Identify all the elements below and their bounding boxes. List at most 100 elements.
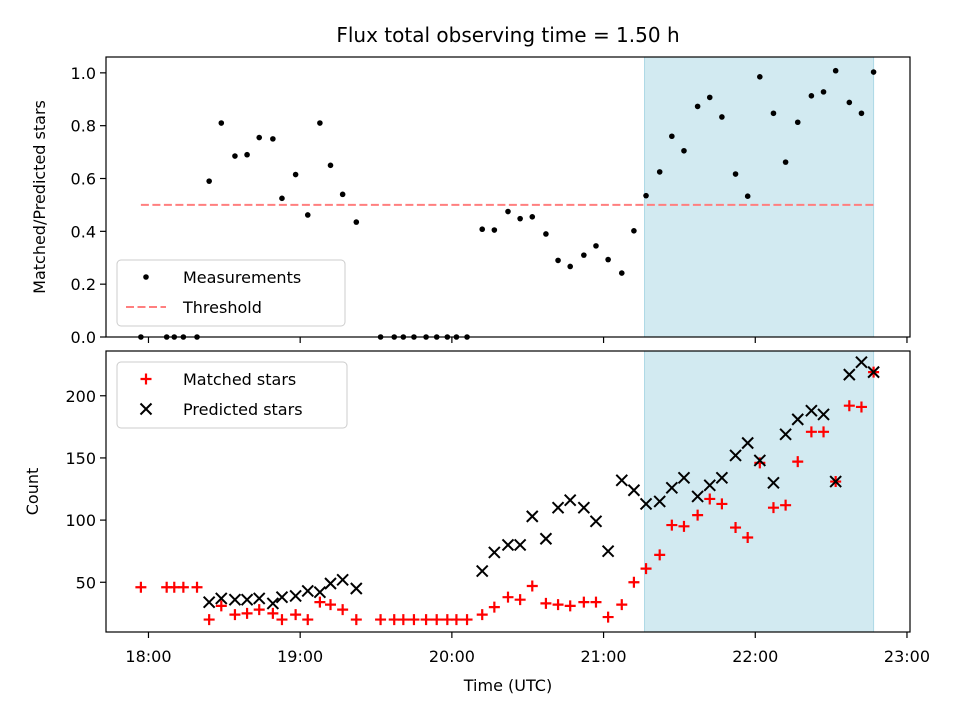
data-point (253, 592, 266, 605)
data-point (502, 591, 514, 603)
y-tick-label: 200 (65, 387, 96, 406)
data-point (301, 584, 314, 598)
data-point (818, 426, 830, 438)
data-point (206, 178, 212, 184)
legend-marker (143, 274, 149, 280)
data-point (858, 110, 865, 117)
axes-frame (105, 56, 911, 338)
data-point (215, 592, 228, 605)
data-point (741, 436, 754, 450)
series-predicted-stars (202, 355, 880, 610)
data-point (643, 192, 649, 199)
data-point (339, 191, 346, 198)
data-point (706, 94, 713, 101)
data-point (843, 400, 855, 412)
data-point (529, 214, 536, 220)
data-point (578, 596, 590, 608)
data-point (669, 133, 675, 140)
data-point (202, 595, 216, 609)
data-point (177, 581, 189, 593)
legend-label: Measurements (183, 268, 301, 287)
data-point (753, 454, 767, 467)
chart-title: Flux total observing time = 1.50 h (336, 23, 679, 47)
x-tick-label: 23:00 (884, 647, 930, 666)
y-tick-label: 100 (65, 511, 96, 530)
data-point (732, 171, 739, 177)
data-point (855, 355, 868, 369)
data-point (792, 456, 804, 468)
axes-frame (105, 350, 911, 633)
data-point (719, 114, 725, 120)
series-matched-stars (135, 366, 880, 626)
data-point (577, 501, 591, 514)
data-point (203, 614, 215, 626)
data-point (270, 136, 276, 142)
y-tick-label: 50 (76, 573, 96, 592)
ratio-panel: 0.0 0.2 0.4 0.6 0.8 1.0 Matched/Predicted star… (30, 56, 911, 347)
data-point (488, 601, 500, 613)
legend-box (116, 361, 348, 429)
data-point (302, 614, 314, 626)
data-point (703, 479, 716, 492)
data-point (590, 596, 602, 608)
data-point (691, 490, 704, 503)
data-point (843, 368, 856, 381)
data-point (266, 597, 280, 610)
data-point (808, 93, 815, 99)
legend-marker (140, 373, 152, 385)
data-point (627, 484, 641, 497)
data-point (616, 599, 628, 611)
x-tick-label: 19:00 (277, 647, 323, 666)
data-point (791, 413, 804, 426)
y-tick-label: 0.8 (71, 117, 96, 136)
data-point (526, 510, 539, 523)
data-point (337, 604, 349, 616)
x-tick-label: 21:00 (581, 647, 627, 666)
data-point (304, 212, 311, 218)
observing-window-span (644, 56, 875, 338)
x-tick-label: 20:00 (429, 647, 475, 666)
data-point (229, 609, 241, 621)
y-tick-label: 1.0 (71, 64, 96, 83)
legend-label: Predicted stars (183, 400, 303, 419)
data-point (476, 564, 489, 578)
data-point (767, 502, 779, 514)
y-tick-label: 0.2 (71, 275, 96, 294)
x-tick-label: 18:00 (125, 647, 171, 666)
data-point (431, 614, 443, 626)
data-point (805, 404, 818, 417)
data-point (639, 497, 653, 511)
data-point (628, 576, 640, 588)
data-point (567, 263, 573, 270)
data-point (290, 609, 302, 621)
data-point (846, 99, 853, 106)
data-point (589, 515, 603, 528)
x-axis-label: Time (UTC) (463, 676, 552, 695)
data-point (215, 600, 227, 612)
data-point (397, 614, 409, 626)
data-point (325, 599, 337, 611)
data-point (279, 195, 285, 202)
y-tick-label: 0.4 (71, 222, 96, 241)
data-point (313, 586, 327, 599)
observing-window-span (644, 350, 875, 633)
data-point (730, 522, 742, 534)
legend-box (116, 259, 346, 327)
data-point (867, 365, 880, 379)
data-point (375, 614, 387, 626)
data-point (666, 519, 678, 531)
data-point (779, 428, 792, 441)
y-axis-label: Count (23, 468, 42, 516)
data-point (324, 577, 337, 590)
data-point (327, 162, 334, 169)
data-point (653, 495, 666, 508)
data-point (513, 538, 527, 552)
data-point (476, 609, 488, 621)
data-point (228, 593, 242, 606)
data-point (539, 532, 553, 545)
count-panel: 50 100 150 200 18:00 19:00 20:00 21:00 22:00 23:0… (23, 350, 930, 666)
data-point (450, 614, 462, 626)
data-point (677, 471, 691, 485)
data-point (501, 538, 515, 552)
data-point (253, 604, 265, 616)
